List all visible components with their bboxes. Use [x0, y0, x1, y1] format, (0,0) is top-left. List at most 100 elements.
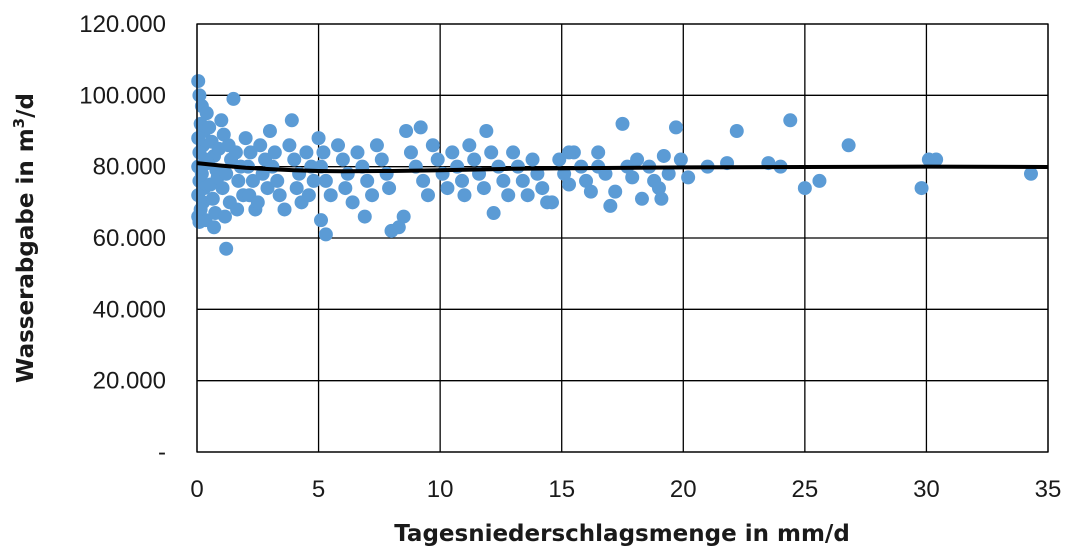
- data-point-76: [318, 173, 333, 188]
- data-point-60: [270, 173, 285, 188]
- data-point-89: [365, 188, 380, 203]
- data-point-41: [228, 145, 243, 160]
- data-point-140: [608, 184, 623, 199]
- data-point-58: [267, 145, 282, 160]
- data-point-81: [335, 152, 350, 167]
- data-point-25: [205, 191, 220, 206]
- y-axis-title: Wasserabgabe in m3/d: [10, 93, 39, 383]
- data-point-141: [615, 116, 630, 131]
- data-point-90: [369, 138, 384, 153]
- x-tick-label-6: 30: [913, 476, 940, 503]
- data-point-38: [215, 181, 230, 196]
- x-tick-label-0: 0: [190, 476, 203, 503]
- data-point-161: [812, 173, 827, 188]
- data-point-63: [284, 113, 299, 128]
- data-point-1: [192, 88, 207, 103]
- data-point-163: [914, 181, 929, 196]
- data-point-40: [217, 209, 232, 224]
- data-point-69: [299, 145, 314, 160]
- data-point-95: [391, 220, 406, 235]
- data-point-3: [199, 106, 214, 121]
- data-point-64: [282, 138, 297, 153]
- y-tick-label-5: 100.000: [79, 82, 166, 109]
- data-point-135: [579, 173, 594, 188]
- data-point-114: [476, 181, 491, 196]
- data-point-152: [673, 152, 688, 167]
- data-point-71: [306, 173, 321, 188]
- data-point-104: [430, 152, 445, 167]
- data-point-125: [525, 152, 540, 167]
- data-point-79: [323, 188, 338, 203]
- data-point-74: [316, 145, 331, 160]
- data-point-30: [207, 220, 222, 235]
- data-point-96: [396, 209, 411, 224]
- data-point-56: [250, 195, 265, 210]
- data-point-93: [382, 181, 397, 196]
- data-point-150: [661, 166, 676, 181]
- data-point-107: [445, 145, 460, 160]
- data-point-31: [219, 241, 234, 256]
- data-point-145: [634, 191, 649, 206]
- data-point-85: [350, 145, 365, 160]
- data-point-118: [491, 159, 506, 174]
- data-point-88: [360, 173, 375, 188]
- data-point-67: [289, 181, 304, 196]
- data-point-34: [216, 127, 231, 142]
- trend-line: [196, 161, 1049, 174]
- data-point-43: [231, 173, 246, 188]
- data-point-57: [262, 124, 277, 138]
- data-point-120: [501, 188, 516, 203]
- data-point-59: [265, 159, 280, 174]
- data-point-62: [277, 202, 292, 217]
- data-point-78: [318, 227, 333, 242]
- data-point-153: [681, 170, 696, 185]
- data-point-165: [929, 152, 944, 167]
- x-tick-label-1: 5: [312, 476, 325, 503]
- data-point-116: [484, 145, 499, 160]
- data-point-160: [797, 181, 812, 196]
- y-tick-label-6: 120.000: [79, 11, 166, 38]
- y-axis-title-main: Wasserabgabe in m: [13, 128, 39, 383]
- data-point-109: [455, 173, 470, 188]
- data-point-167: [562, 145, 577, 160]
- data-point-149: [656, 148, 671, 163]
- x-tick-label-4: 20: [670, 476, 697, 503]
- data-point-45: [230, 202, 245, 217]
- data-point-52: [253, 138, 268, 153]
- x-tick-label-5: 25: [792, 476, 819, 503]
- data-point-65: [287, 152, 302, 167]
- x-tick-label-7: 35: [1035, 476, 1062, 503]
- x-tick-labels: 0 5 10 15 20 25 30 35: [190, 476, 1061, 503]
- y-tick-label-0: -: [158, 439, 166, 466]
- data-point-73: [311, 131, 326, 146]
- data-point-115: [479, 124, 494, 138]
- data-point-168: [591, 145, 606, 160]
- data-point-143: [625, 170, 640, 185]
- data-point-169: [654, 191, 669, 206]
- data-point-32: [226, 91, 241, 106]
- data-point-148: [651, 181, 666, 196]
- data-point-166: [1023, 166, 1038, 181]
- data-point-49: [245, 173, 260, 188]
- data-point-37: [219, 166, 234, 181]
- data-point-106: [440, 181, 455, 196]
- y-tick-label-1: 20.000: [93, 368, 166, 395]
- y-tick-label-4: 80.000: [93, 154, 166, 181]
- data-point-130: [552, 152, 567, 167]
- data-point-47: [243, 145, 258, 160]
- data-point-55: [260, 181, 275, 196]
- data-point-91: [374, 152, 389, 167]
- data-point-100: [413, 120, 428, 135]
- y-tick-labels: - 20.000 40.000 60.000 80.000 100.000 120.000: [79, 11, 166, 466]
- data-point-123: [515, 173, 530, 188]
- y-axis-title-superscript: 3: [10, 118, 28, 128]
- data-point-121: [506, 145, 521, 160]
- data-point-103: [425, 138, 440, 153]
- data-point-101: [416, 173, 431, 188]
- y-tick-label-3: 60.000: [93, 225, 166, 252]
- data-point-87: [357, 209, 372, 224]
- data-point-102: [420, 188, 435, 203]
- data-point-129: [544, 195, 559, 210]
- plot-frame: [196, 23, 1049, 453]
